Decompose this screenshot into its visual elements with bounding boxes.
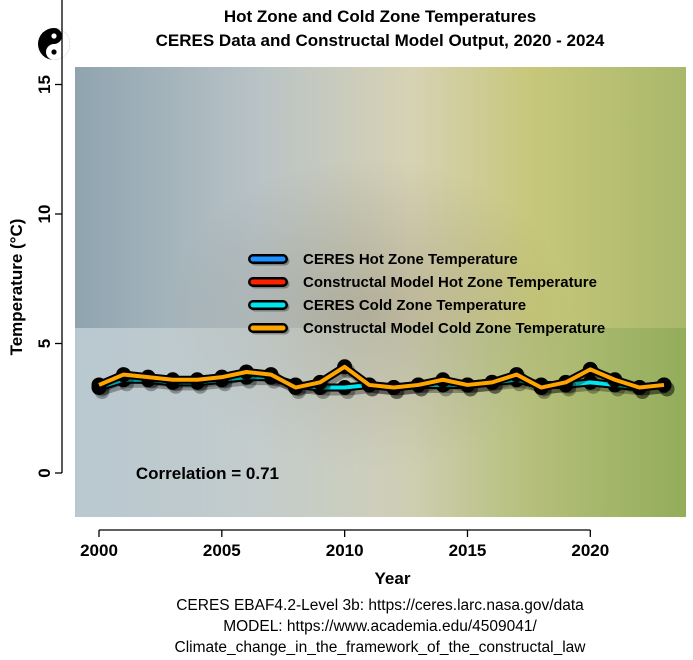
- legend-label: CERES Hot Zone Temperature: [303, 251, 518, 268]
- caption-line1: CERES EBAF4.2-Level 3b: https://ceres.la…: [176, 597, 584, 614]
- legend-entry: Constructal Model Cold Zone Temperature: [248, 320, 605, 337]
- x-axis-title: Year: [375, 569, 411, 588]
- y-tick-label: 10: [35, 205, 54, 224]
- y-axis-title: Temperature (°C): [7, 219, 26, 356]
- chart-title-line1: Hot Zone and Cold Zone Temperatures: [223, 7, 537, 26]
- legend-entry: CERES Cold Zone Temperature: [248, 297, 526, 314]
- x-tick-label: 2010: [326, 541, 364, 560]
- y-tick-label: 5: [35, 339, 54, 348]
- legend-label: CERES Cold Zone Temperature: [303, 297, 526, 314]
- legend-entry: CERES Hot Zone Temperature: [248, 251, 518, 268]
- y-tick-label: 0: [35, 468, 54, 477]
- x-tick-label: 2005: [203, 541, 241, 560]
- series-4: [91, 359, 675, 400]
- x-tick-label: 2020: [571, 541, 609, 560]
- legend-entry: Constructal Model Hot Zone Temperature: [248, 274, 597, 291]
- chart-title-line2: CERES Data and Constructal Model Output,…: [155, 31, 605, 50]
- caption-line2: MODEL: https://www.academia.edu/4509041/: [223, 618, 537, 635]
- correlation-annotation: Correlation = 0.71: [136, 464, 279, 483]
- x-tick-label: 2000: [80, 541, 118, 560]
- x-tick-label: 2015: [449, 541, 487, 560]
- plot-background-image: [75, 67, 686, 517]
- line-chart: 05101520253020002005201020152020YearTemp…: [7, 0, 675, 588]
- caption-line3: Climate_change_in_the_framework_of_the_c…: [174, 639, 586, 656]
- source-caption: CERES EBAF4.2-Level 3b: https://ceres.la…: [75, 595, 685, 658]
- series-line: [98, 364, 665, 390]
- legend-label: Constructal Model Cold Zone Temperature: [303, 320, 605, 337]
- y-tick-label: 15: [35, 75, 54, 94]
- legend-label: Constructal Model Hot Zone Temperature: [303, 274, 597, 291]
